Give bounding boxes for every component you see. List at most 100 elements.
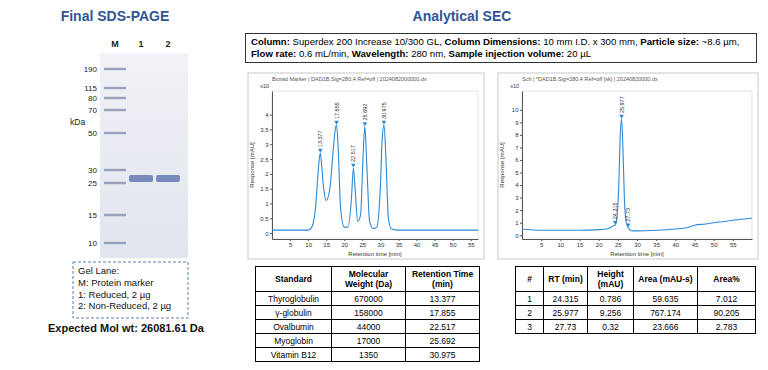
table-cell: 22.517 bbox=[406, 320, 480, 334]
tick-mark bbox=[270, 218, 272, 219]
tick-label: 10 bbox=[512, 107, 519, 113]
tick: 30 bbox=[378, 239, 385, 248]
chart-panel: 51015202530354045505501234567891025.9772… bbox=[498, 73, 758, 259]
tick-label: 1.5 bbox=[260, 186, 269, 192]
table-cell: 24.315 bbox=[544, 292, 588, 306]
marker-label: 50 bbox=[88, 129, 97, 138]
tick-label: 7 bbox=[515, 145, 519, 151]
tick: 1 bbox=[515, 220, 522, 226]
table-cell: 2.783 bbox=[698, 320, 756, 334]
tick-mark bbox=[398, 239, 399, 241]
sample-band bbox=[156, 175, 180, 182]
table-row: 225.9779.256767.17490.205 bbox=[516, 306, 756, 320]
tick-label: 0 bbox=[515, 233, 519, 239]
tick-mark bbox=[308, 239, 309, 241]
tick-mark bbox=[599, 239, 600, 241]
tick-mark bbox=[520, 185, 522, 186]
table-row: Vitamin B12135030.975 bbox=[256, 348, 480, 362]
tick-mark bbox=[714, 239, 715, 241]
tick-mark bbox=[270, 115, 272, 116]
tick-label: 15 bbox=[577, 242, 584, 248]
tick-mark bbox=[417, 239, 418, 241]
ladder-band bbox=[104, 182, 126, 184]
lane-label: M bbox=[111, 39, 119, 49]
axis-line bbox=[522, 92, 523, 240]
tick-label: 10 bbox=[305, 242, 312, 248]
tick-label: 0 bbox=[265, 231, 269, 237]
header-row: #RT (min)Height (mAU)Area (mAU-s)Area% bbox=[516, 267, 756, 292]
tick-label: 20 bbox=[596, 242, 603, 248]
tick: 1 bbox=[265, 201, 272, 207]
tick-label: 40 bbox=[414, 242, 421, 248]
tick-label: 3 bbox=[265, 142, 269, 148]
tick: 30 bbox=[634, 239, 641, 248]
table-cell: 30.975 bbox=[406, 348, 480, 362]
peak-marker bbox=[613, 221, 618, 225]
ladder-band bbox=[104, 109, 126, 111]
tick-mark bbox=[541, 239, 542, 241]
table-cell: 7.012 bbox=[698, 292, 756, 306]
tick-mark bbox=[520, 135, 522, 136]
table-cell: 2 bbox=[516, 306, 544, 320]
tick-label: 4 bbox=[265, 112, 269, 118]
tick-label: 50 bbox=[711, 242, 718, 248]
condition-value: Superdex 200 Increase 10/300 GL, bbox=[293, 36, 442, 47]
peak-label: 22.517 bbox=[350, 145, 356, 162]
tick-mark bbox=[290, 239, 291, 241]
axis: 510152025303540455055 bbox=[273, 239, 479, 248]
tick: 45 bbox=[692, 239, 699, 248]
peak-marker bbox=[619, 115, 624, 119]
peak-marker bbox=[363, 122, 368, 126]
table-cell: 90.205 bbox=[698, 306, 756, 320]
tick: 3 bbox=[265, 142, 272, 148]
tick: 45 bbox=[432, 239, 439, 248]
unit-label: kDa bbox=[70, 117, 85, 127]
peak-label: 25.692 bbox=[362, 104, 368, 121]
table-body: 124.3150.78659.6357.012225.9779.256767.1… bbox=[516, 292, 756, 334]
header-cell: Molecular Weight (Da) bbox=[332, 267, 406, 292]
tick-label: 3 bbox=[515, 195, 519, 201]
ladder-band bbox=[104, 87, 126, 89]
tick-label: 2 bbox=[515, 208, 519, 214]
marker-label: 80 bbox=[88, 94, 97, 103]
tick: 2.5 bbox=[260, 157, 272, 163]
tick-label: 9 bbox=[515, 120, 519, 126]
table-cell: Thyroglobulin bbox=[256, 292, 332, 306]
sample-band bbox=[129, 175, 153, 182]
tick: 35 bbox=[396, 239, 403, 248]
sample-table: #RT (min)Height (mAU)Area (mAU-s)Area%12… bbox=[515, 266, 756, 334]
tick-label: 30 bbox=[378, 242, 385, 248]
tick: 15 bbox=[577, 239, 584, 248]
legend-item: 2: Non-Reduced, 2 µg bbox=[78, 300, 171, 311]
header-row: StandardMolecular Weight (Da)Retention T… bbox=[256, 267, 480, 292]
table-cell: 25.977 bbox=[544, 306, 588, 320]
trace-line bbox=[272, 125, 478, 230]
condition-value: 10 mm I.D. x 300 mm, bbox=[543, 36, 637, 47]
tick-label: 45 bbox=[432, 242, 439, 248]
tick: 10 bbox=[512, 107, 522, 113]
conditions-box: Column: Superdex 200 Increase 10/300 GL,… bbox=[245, 33, 757, 63]
table-cell: 44000 bbox=[332, 320, 406, 334]
tick-mark bbox=[270, 159, 272, 160]
tick-label: 1 bbox=[515, 220, 519, 226]
tick: 50 bbox=[711, 239, 718, 248]
tick: 2 bbox=[265, 171, 272, 177]
tick-label: 5 bbox=[289, 242, 293, 248]
peak-label: 30.975 bbox=[381, 102, 387, 119]
tick-label: 8 bbox=[515, 132, 519, 138]
peak-label: 13.377 bbox=[317, 130, 323, 147]
table-cell: 1350 bbox=[332, 348, 406, 362]
header-cell: RT (min) bbox=[544, 267, 588, 292]
tick: 15 bbox=[323, 239, 330, 248]
tick-mark bbox=[520, 160, 522, 161]
tick-label: 6 bbox=[515, 157, 519, 163]
chart-panel: 51015202530354045505500.511.522.533.5413… bbox=[248, 73, 484, 259]
tick-label: 35 bbox=[653, 242, 660, 248]
expected-mw: Expected Mol wt: 26081.61 Da bbox=[48, 322, 205, 334]
tick-label: 35 bbox=[396, 242, 403, 248]
header-cell: Height (mAU) bbox=[588, 267, 634, 292]
table-body: Thyroglobulin67000013.377γ-globulin15800… bbox=[256, 292, 480, 362]
tick-label: 0.5 bbox=[260, 216, 269, 222]
tick-label: 3.5 bbox=[260, 127, 269, 133]
tick-label: 2 bbox=[265, 171, 269, 177]
